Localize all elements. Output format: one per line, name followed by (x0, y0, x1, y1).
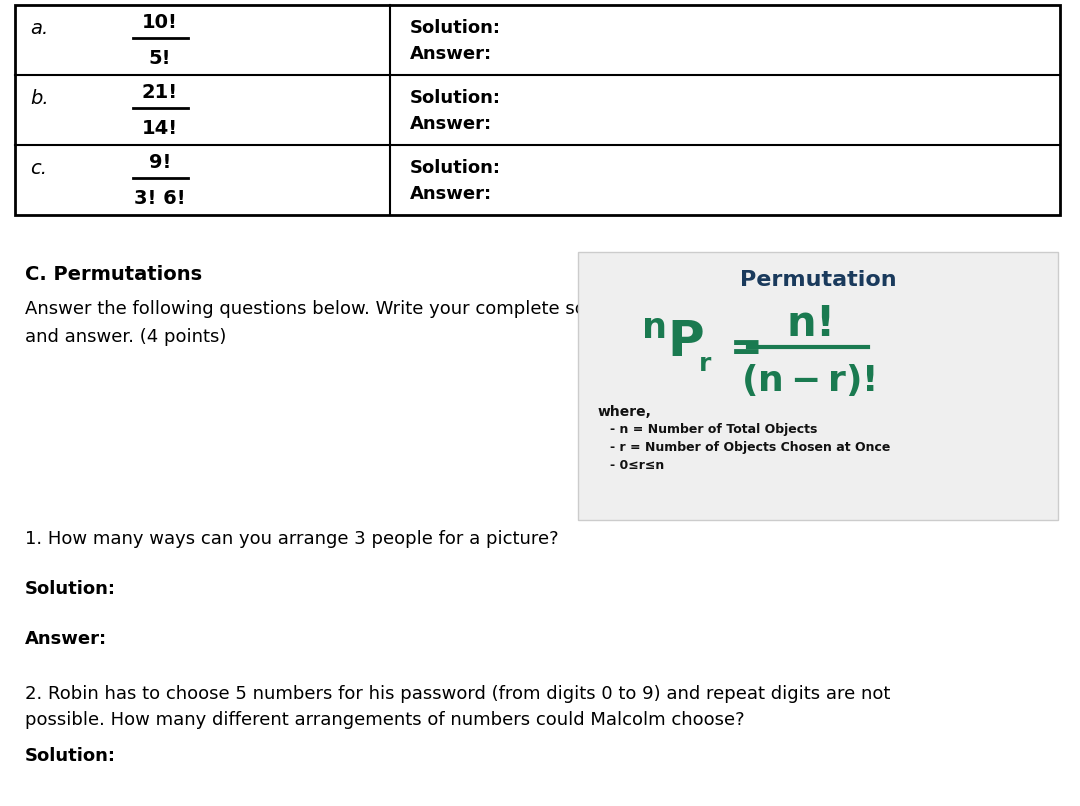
Text: - n = Number of Total Objects: - n = Number of Total Objects (610, 423, 818, 436)
Text: - 0≤r≤n: - 0≤r≤n (610, 459, 664, 472)
Text: Answer:: Answer: (410, 185, 492, 203)
Text: 5!: 5! (149, 48, 172, 68)
Text: $\mathbf{(n-r)!}$: $\mathbf{(n-r)!}$ (741, 362, 875, 398)
Text: C. Permutations: C. Permutations (25, 265, 202, 284)
Text: Solution:: Solution: (410, 89, 501, 107)
Text: $\mathbf{r}$: $\mathbf{r}$ (698, 352, 712, 376)
Text: Answer the following questions below. Write your complete solution
and answer. (: Answer the following questions below. Wr… (25, 300, 637, 346)
Text: 10!: 10! (143, 13, 178, 31)
Text: 1. How many ways can you arrange 3 people for a picture?: 1. How many ways can you arrange 3 peopl… (25, 530, 558, 548)
FancyBboxPatch shape (578, 252, 1058, 520)
Text: $\mathbf{n!}$: $\mathbf{n!}$ (785, 303, 831, 345)
Text: $\mathbf{=}$: $\mathbf{=}$ (721, 328, 760, 366)
Text: 21!: 21! (141, 82, 178, 102)
Text: Solution:: Solution: (25, 747, 116, 765)
Text: where,: where, (598, 405, 652, 419)
Text: Answer:: Answer: (25, 630, 107, 648)
Text: 3! 6!: 3! 6! (134, 189, 186, 207)
Text: b.: b. (30, 89, 49, 107)
Text: Solution:: Solution: (410, 19, 501, 37)
Text: Solution:: Solution: (25, 580, 116, 598)
Text: 14!: 14! (141, 118, 178, 138)
Text: Permutation: Permutation (740, 270, 896, 290)
Text: Answer:: Answer: (410, 45, 492, 63)
Text: Solution:: Solution: (410, 159, 501, 177)
Text: c.: c. (30, 159, 48, 177)
Bar (15, 5, 1059, 215)
Text: 2. Robin has to choose 5 numbers for his password (from digits 0 to 9) and repea: 2. Robin has to choose 5 numbers for his… (25, 685, 890, 729)
Text: 9!: 9! (149, 152, 172, 172)
Text: a.: a. (30, 19, 49, 38)
Text: - r = Number of Objects Chosen at Once: - r = Number of Objects Chosen at Once (610, 441, 890, 454)
Text: Answer:: Answer: (410, 115, 492, 133)
Text: $\mathbf{^nP}$: $\mathbf{^nP}$ (642, 320, 704, 368)
